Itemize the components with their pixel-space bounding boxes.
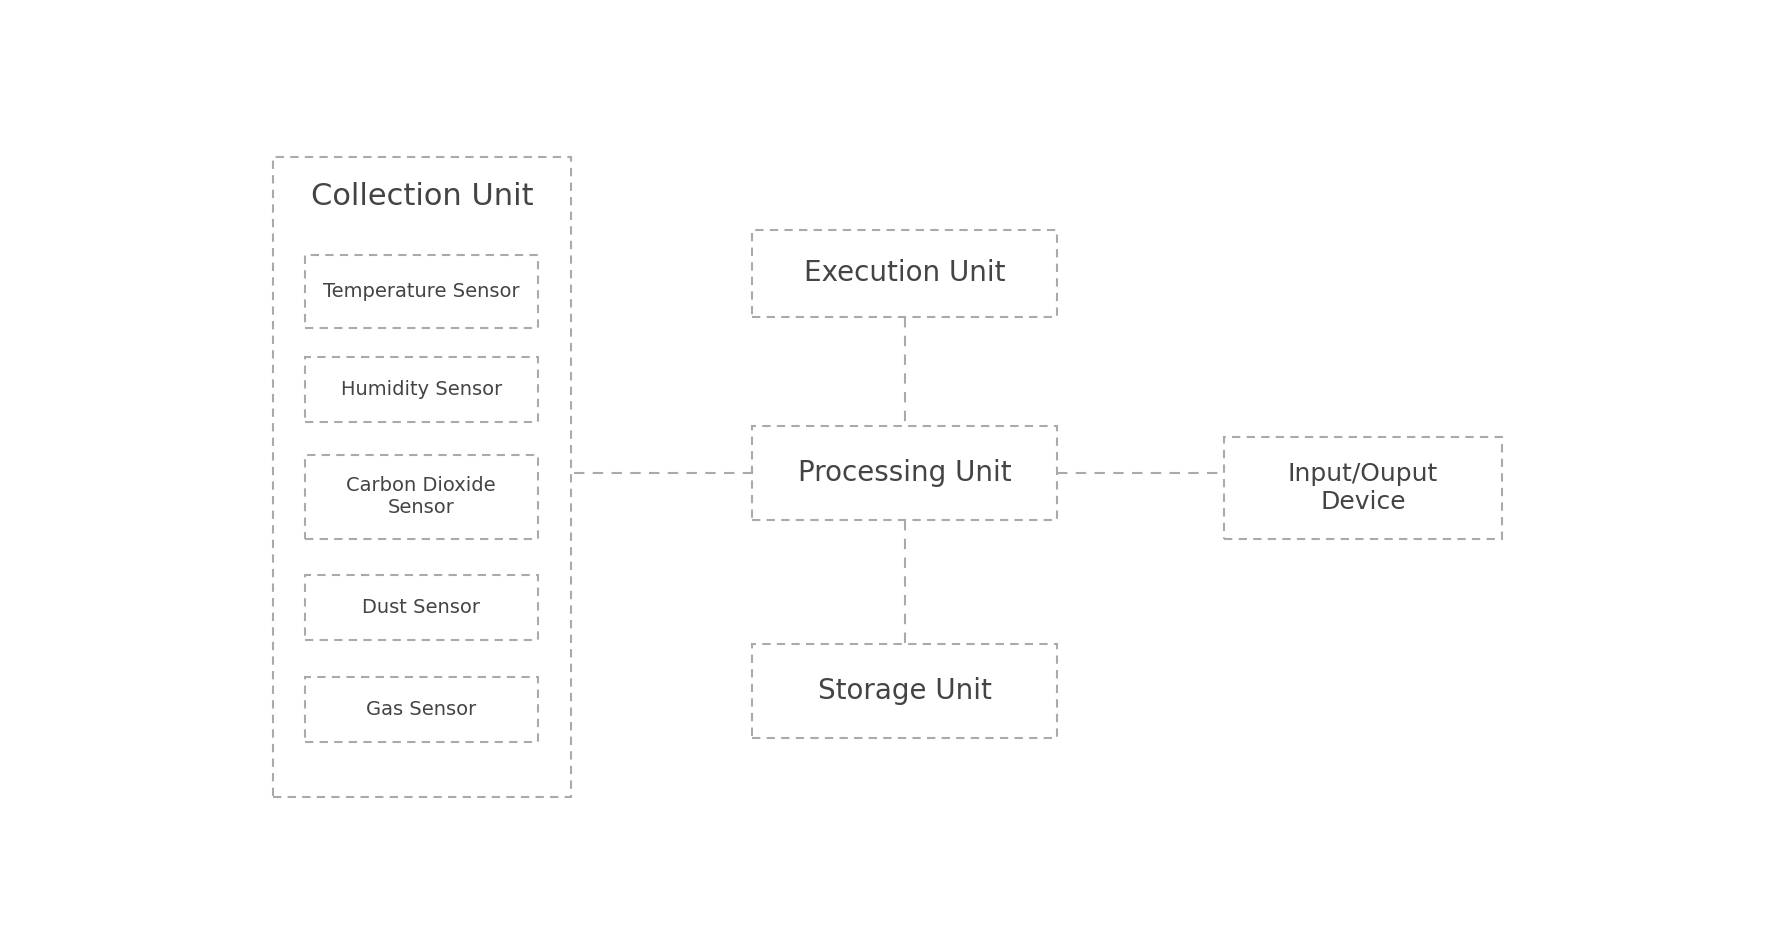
- Text: Execution Unit: Execution Unit: [805, 260, 1005, 287]
- FancyBboxPatch shape: [753, 426, 1057, 520]
- Text: Processing Unit: Processing Unit: [797, 459, 1011, 487]
- Text: Collection Unit: Collection Unit: [312, 182, 534, 211]
- Text: Dust Sensor: Dust Sensor: [362, 598, 480, 617]
- Text: Humidity Sensor: Humidity Sensor: [340, 380, 502, 399]
- FancyBboxPatch shape: [305, 455, 538, 538]
- FancyBboxPatch shape: [272, 157, 572, 797]
- FancyBboxPatch shape: [305, 357, 538, 422]
- Text: Input/Ouput
Device: Input/Ouput Device: [1288, 462, 1437, 514]
- FancyBboxPatch shape: [305, 575, 538, 640]
- Text: Temperature Sensor: Temperature Sensor: [323, 282, 520, 301]
- FancyBboxPatch shape: [753, 644, 1057, 738]
- FancyBboxPatch shape: [305, 677, 538, 742]
- Text: Storage Unit: Storage Unit: [817, 677, 991, 705]
- FancyBboxPatch shape: [1224, 437, 1502, 538]
- FancyBboxPatch shape: [753, 229, 1057, 317]
- Text: Gas Sensor: Gas Sensor: [366, 700, 477, 718]
- Text: Carbon Dioxide
Sensor: Carbon Dioxide Sensor: [346, 476, 496, 517]
- FancyBboxPatch shape: [305, 255, 538, 328]
